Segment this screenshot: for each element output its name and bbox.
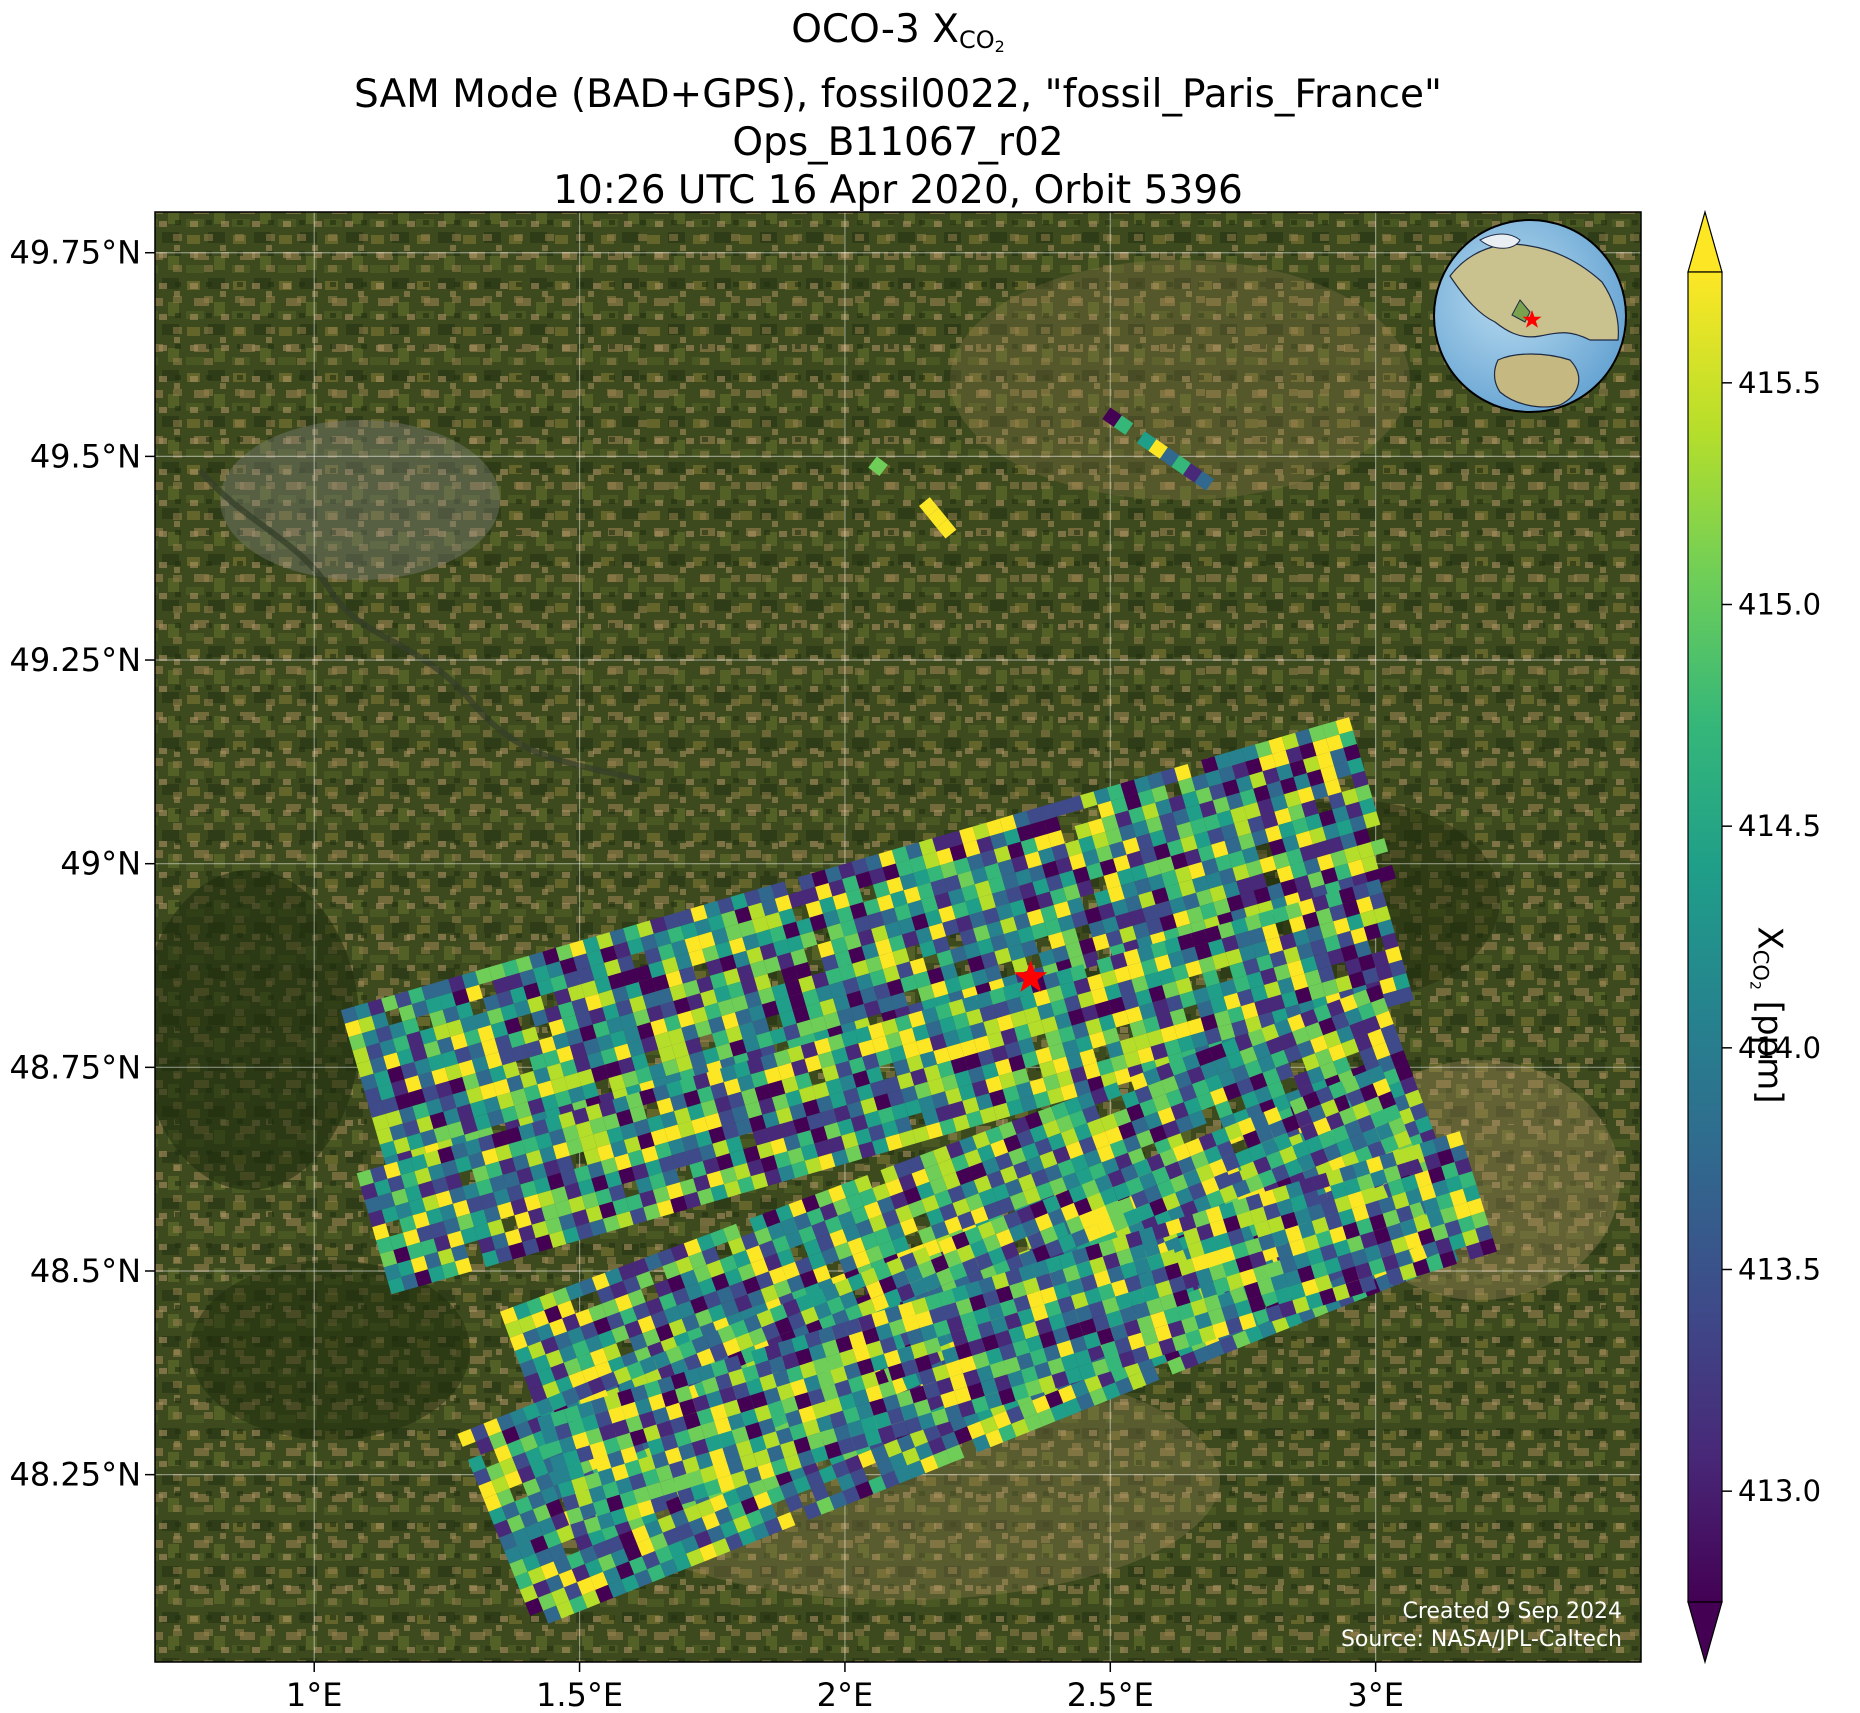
- title-line-1: OCO-3 XCO2: [791, 7, 1005, 56]
- target-star-icon: [1014, 960, 1048, 992]
- x-tick-label: 3°E: [1347, 1676, 1404, 1713]
- colorbar-tick-label: 413.0: [1738, 1474, 1821, 1508]
- swath-5: [537, 1131, 1497, 1538]
- y-tick-label: 49.75°N: [9, 234, 141, 272]
- inset-globe-icon: [1433, 219, 1627, 413]
- title-line-4: 10:26 UTC 16 Apr 2020, Orbit 5396: [553, 168, 1243, 213]
- y-tick-label: 48.25°N: [9, 1456, 141, 1494]
- colorbar-tick-label: 414.0: [1738, 1031, 1821, 1065]
- x-tick-label: 1°E: [286, 1676, 343, 1713]
- x-tick-label: 2.5°E: [1067, 1676, 1154, 1713]
- x-axis: 1°E 1.5°E 2°E 2.5°E 3°E: [286, 1662, 1404, 1713]
- colorbar-extend-bottom: [1687, 1601, 1723, 1665]
- title-line-2: SAM Mode (BAD+GPS), fossil0022, "fossil_…: [354, 72, 1442, 117]
- fragment-north-3: [868, 456, 888, 476]
- colorbar-extend-top: [1687, 209, 1723, 273]
- y-tick-label: 49.25°N: [9, 641, 141, 679]
- fragment-north-1: [1102, 407, 1214, 491]
- swath-2: [356, 879, 1414, 1295]
- y-tick-label: 49°N: [60, 845, 141, 883]
- figure-title: OCO-3 XCO2 SAM Mode (BAD+GPS), fossil002…: [155, 6, 1641, 215]
- swath-1: [340, 717, 1396, 1172]
- y-tick-label: 48.75°N: [9, 1048, 141, 1086]
- x-tick-label: 2°E: [817, 1676, 874, 1713]
- source-credit: Source: NASA/JPL-Caltech: [1341, 1627, 1622, 1652]
- y-axis: 49.75°N 49.5°N 49.25°N 49°N 48.75°N 48.5°N 48.…: [9, 234, 155, 1494]
- globe-marker-icon: [1522, 310, 1542, 328]
- fragment-north-2: [919, 497, 957, 539]
- created-credit: Created 9 Sep 2024: [1403, 1599, 1623, 1624]
- colorbar-gradient: [1687, 271, 1723, 1603]
- xco2-soundings: [340, 407, 1497, 1624]
- colorbar-tick-label: 413.5: [1738, 1253, 1821, 1287]
- colorbar-tick-label: 415.5: [1738, 366, 1821, 400]
- colorbar-tick-label: 415.0: [1738, 588, 1821, 622]
- colorbar: 413.0 413.5 414.0 414.5 415.0 415.5: [1687, 209, 1821, 1665]
- map-frame: [154, 211, 1642, 1663]
- y-tick-label: 48.5°N: [30, 1252, 141, 1290]
- x-tick-label: 1.5°E: [536, 1676, 623, 1713]
- title-line-3: Ops_B11067_r02: [732, 120, 1064, 165]
- y-tick-label: 49.5°N: [30, 437, 141, 475]
- colorbar-tick-label: 414.5: [1738, 809, 1821, 843]
